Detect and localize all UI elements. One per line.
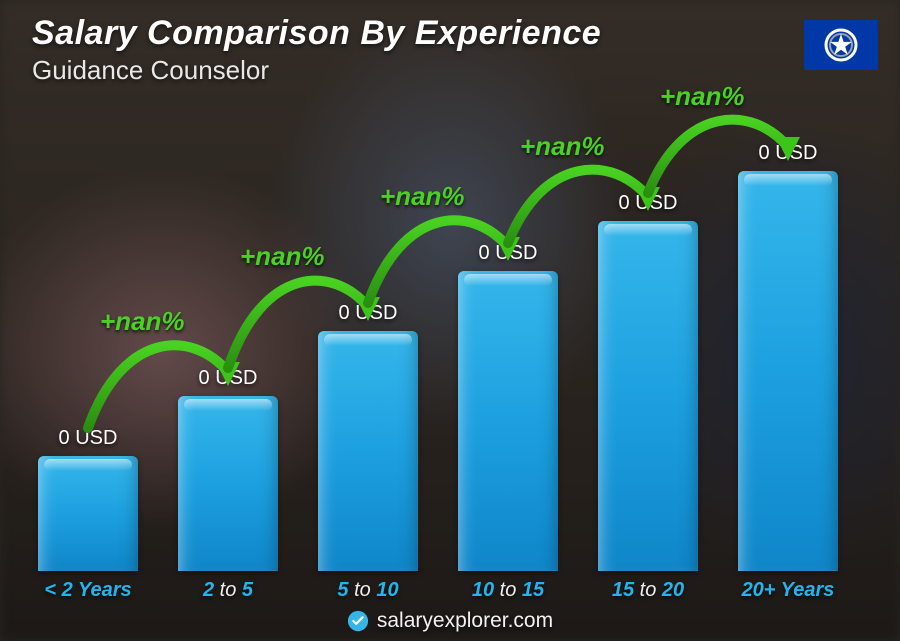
chart-container: Salary Comparison By Experience Guidance… [0, 0, 900, 641]
bar-category-label: 20+ Years [713, 579, 863, 602]
chart-title: Salary Comparison By Experience [32, 14, 601, 53]
bar-category-label: 2 to 5 [153, 579, 303, 602]
delta-label: +nan% [520, 131, 605, 162]
bar-category-label: 15 to 20 [573, 579, 723, 602]
bar-category-label: 10 to 15 [433, 579, 583, 602]
flag-icon [804, 20, 878, 70]
bar-chart: 0 USD< 2 Years0 USD2 to 50 USD5 to 100 U… [38, 120, 850, 571]
delta-label: +nan% [660, 81, 745, 112]
chart-subtitle: Guidance Counselor [32, 55, 601, 86]
title-block: Salary Comparison By Experience Guidance… [32, 14, 601, 86]
bar-category-label: 5 to 10 [293, 579, 443, 602]
bar-rect [38, 456, 138, 571]
delta-label: +nan% [240, 241, 325, 272]
delta-label: +nan% [100, 306, 185, 337]
bar-category-label: < 2 Years [13, 579, 163, 602]
footer-text: salaryexplorer.com [377, 609, 553, 633]
footer: salaryexplorer.com [0, 609, 900, 633]
logo-icon [347, 610, 369, 632]
bar: 0 USD< 2 Years [38, 456, 138, 571]
delta-label: +nan% [380, 181, 465, 212]
